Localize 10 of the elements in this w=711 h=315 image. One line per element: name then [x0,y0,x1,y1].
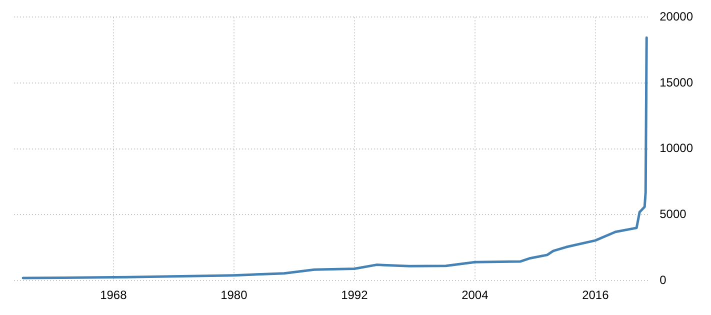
x-tick-label: 1992 [341,288,368,302]
y-tick-label: 20000 [660,10,694,24]
x-tick-label: 2016 [582,288,610,302]
y-tick-label: 5000 [660,207,687,222]
y-tick-label: 10000 [660,141,694,156]
x-tick-label: 1980 [220,288,248,302]
x-tick-label: 2004 [462,288,489,302]
y-tick-label: 15000 [660,75,694,90]
y-tick-label: 0 [660,272,667,287]
x-tick-label: 1968 [100,288,128,302]
